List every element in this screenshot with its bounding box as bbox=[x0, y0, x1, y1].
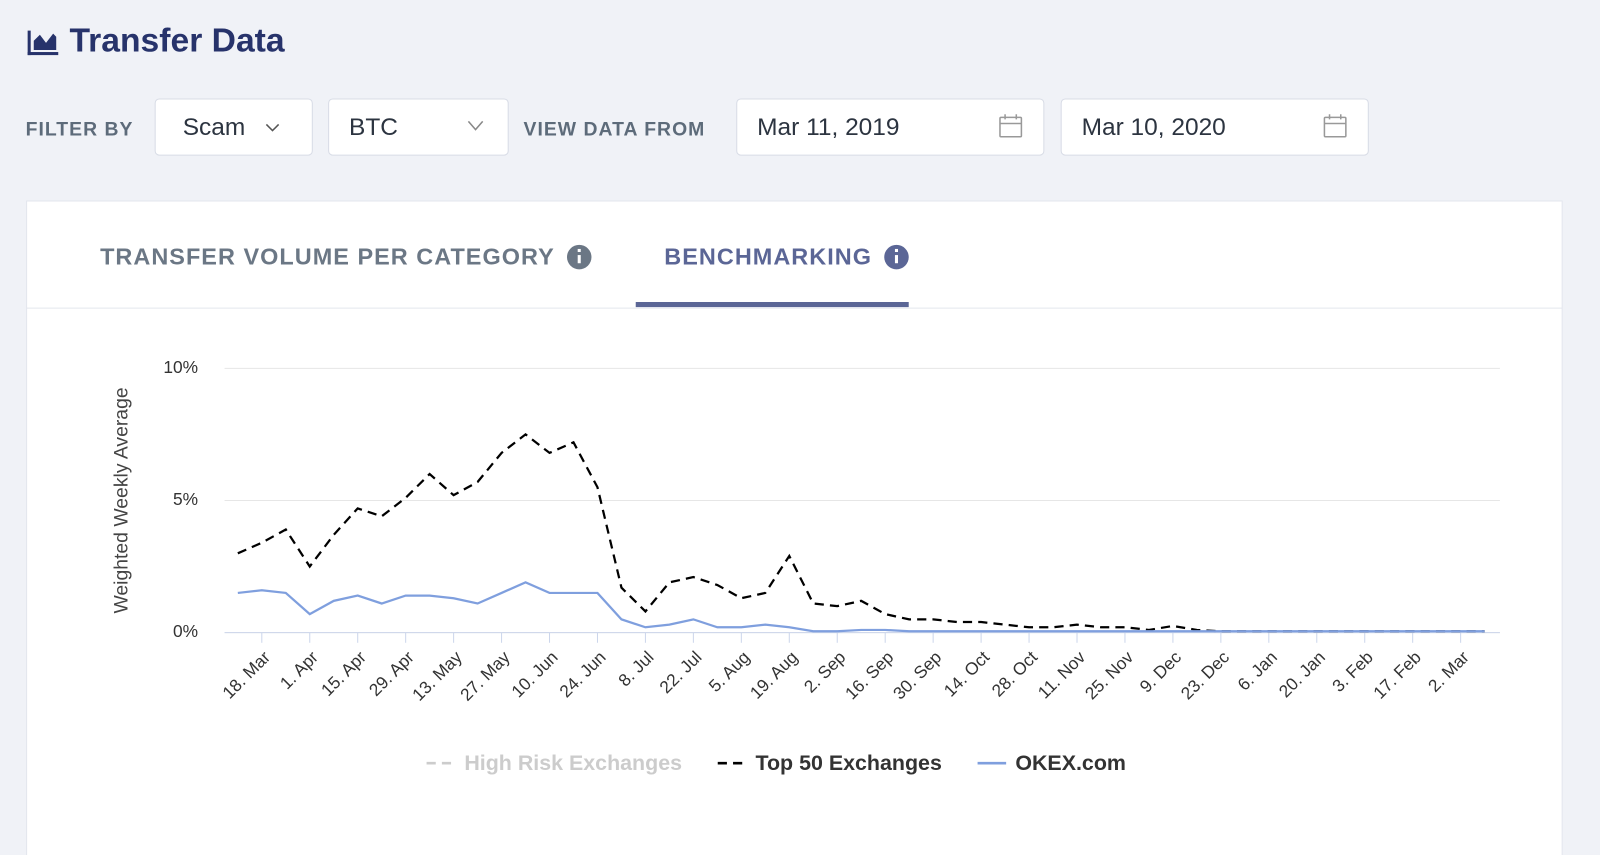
category-dropdown[interactable]: Scam bbox=[154, 98, 313, 156]
legend-label: Top 50 Exchanges bbox=[755, 751, 941, 775]
asset-dropdown[interactable]: BTC bbox=[328, 98, 509, 156]
filter-label: FILTER BY bbox=[26, 119, 134, 141]
y-tick-label: 5% bbox=[173, 489, 198, 509]
y-axis-label: Weighted Weekly Average bbox=[111, 387, 133, 613]
series-line bbox=[237, 581, 1485, 633]
tab-label: TRANSFER VOLUME PER CATEGORY bbox=[100, 243, 555, 269]
y-tick-label: 10% bbox=[163, 357, 198, 377]
active-tab-underline bbox=[635, 302, 909, 308]
info-icon-glyph bbox=[894, 248, 899, 253]
info-icon-glyph bbox=[577, 255, 581, 264]
end-date-input[interactable]: Mar 10, 2020 bbox=[1060, 98, 1369, 156]
dropdown-value: Scam bbox=[183, 114, 246, 141]
card bbox=[26, 200, 1563, 855]
y-tick-label: 0% bbox=[173, 621, 198, 641]
date-value: Mar 10, 2020 bbox=[1082, 114, 1226, 141]
header-icon bbox=[27, 30, 59, 56]
tab[interactable]: BENCHMARKING bbox=[635, 243, 909, 308]
start-date-input[interactable]: Mar 11, 2019 bbox=[736, 98, 1045, 156]
date-value: Mar 11, 2019 bbox=[757, 114, 899, 141]
info-icon-glyph bbox=[894, 255, 899, 264]
tab-label: BENCHMARKING bbox=[664, 243, 872, 269]
series-line bbox=[237, 432, 1485, 633]
date-label: VIEW DATA FROM bbox=[524, 119, 706, 141]
dropdown-value: BTC bbox=[349, 114, 398, 141]
legend-item[interactable]: OKEX.com bbox=[977, 751, 1126, 775]
page-title: Transfer Data bbox=[69, 23, 284, 60]
legend-item[interactable]: High Risk Exchanges bbox=[426, 751, 683, 775]
legend-item[interactable]: Top 50 Exchanges bbox=[717, 751, 942, 775]
legend-label: High Risk Exchanges bbox=[464, 751, 682, 775]
info-icon-glyph bbox=[577, 248, 581, 253]
legend-label: OKEX.com bbox=[1015, 751, 1126, 775]
tab[interactable]: TRANSFER VOLUME PER CATEGORY bbox=[100, 243, 592, 270]
